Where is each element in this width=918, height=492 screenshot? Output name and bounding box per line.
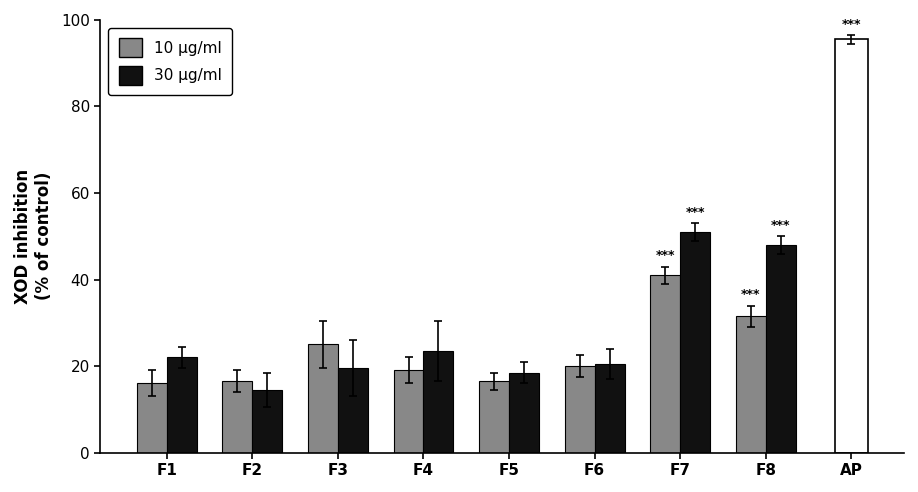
Bar bbox=[252, 390, 283, 453]
Bar bbox=[736, 316, 766, 453]
Text: ***: *** bbox=[741, 288, 760, 301]
Bar bbox=[835, 39, 868, 453]
Bar bbox=[479, 381, 509, 453]
Bar bbox=[167, 358, 196, 453]
Bar bbox=[650, 275, 680, 453]
Bar bbox=[423, 351, 453, 453]
Text: ***: *** bbox=[842, 18, 861, 31]
Legend: 10 μg/ml, 30 μg/ml: 10 μg/ml, 30 μg/ml bbox=[108, 28, 232, 95]
Bar bbox=[308, 344, 338, 453]
Bar bbox=[394, 370, 423, 453]
Bar bbox=[766, 245, 796, 453]
Bar bbox=[222, 381, 252, 453]
Bar bbox=[565, 366, 595, 453]
Y-axis label: XOD inhibition
(% of control): XOD inhibition (% of control) bbox=[14, 169, 52, 304]
Bar bbox=[509, 372, 539, 453]
Text: ***: *** bbox=[771, 219, 790, 232]
Bar bbox=[680, 232, 711, 453]
Bar bbox=[137, 383, 167, 453]
Text: ***: *** bbox=[686, 206, 705, 219]
Bar bbox=[595, 364, 624, 453]
Text: ***: *** bbox=[655, 249, 675, 262]
Bar bbox=[338, 369, 368, 453]
